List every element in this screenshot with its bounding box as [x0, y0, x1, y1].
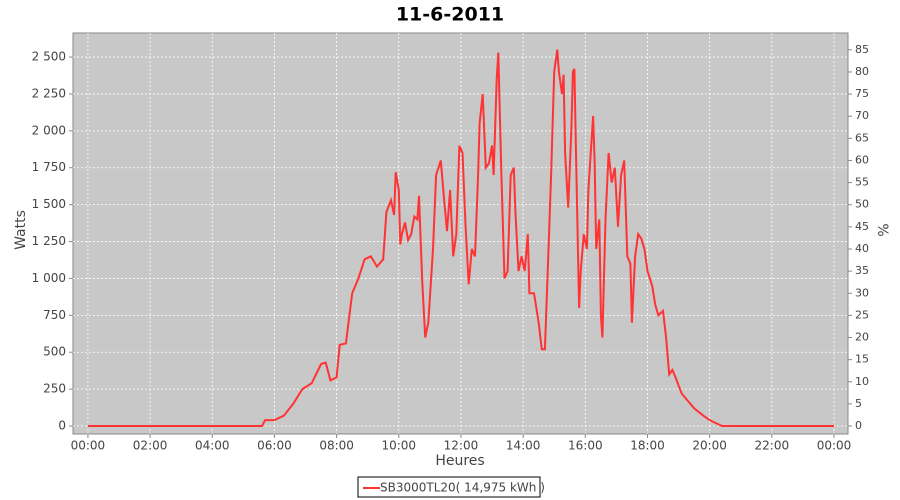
- legend: [357, 476, 541, 498]
- y2-tick-label: 60: [855, 153, 869, 166]
- x-tick-label: 08:00: [319, 439, 354, 453]
- y2-axis-label: %: [874, 223, 890, 236]
- y-axis-label: Watts: [13, 210, 29, 250]
- x-tick-label: 04:00: [195, 439, 230, 453]
- y2-tick-label: 30: [855, 286, 869, 299]
- y2-tick-label: 55: [855, 176, 869, 189]
- y2-tick-label: 5: [855, 397, 862, 410]
- y2-tick-label: 85: [855, 43, 869, 56]
- x-tick-label: 00:00: [817, 439, 852, 453]
- y-tick-label: 750: [43, 308, 66, 322]
- x-tick-label: 10:00: [381, 439, 416, 453]
- y2-tick-label: 45: [855, 220, 869, 233]
- x-tick-label: 14:00: [506, 439, 541, 453]
- y2-tick-label: 50: [855, 198, 869, 211]
- x-axis-label: Heures: [435, 453, 484, 469]
- line: [87, 49, 834, 427]
- y2-tick-label: 75: [855, 87, 869, 100]
- y2-tick-label: 70: [855, 109, 869, 122]
- x-tick-label: 00:00: [71, 439, 106, 453]
- y-tick-label: 1 250: [32, 234, 66, 248]
- y-tick-label: 2 000: [32, 123, 66, 137]
- y2-tick-label: 10: [855, 375, 869, 388]
- y-tick-label: 250: [43, 382, 66, 396]
- y-tick-label: 1 750: [32, 160, 66, 174]
- x-tick-label: 06:00: [257, 439, 292, 453]
- y-tick-label: 500: [43, 345, 66, 359]
- y-tick-label: 1 500: [32, 197, 66, 211]
- x-tick-label: 18:00: [630, 439, 665, 453]
- y-tick-label: 2 250: [32, 86, 66, 100]
- y2-tick-label: 0: [855, 419, 862, 432]
- y-tick-label: 2 500: [32, 50, 66, 64]
- y2-tick-label: 80: [855, 65, 869, 78]
- x-tick-label: 22:00: [755, 439, 790, 453]
- x-tick-label: 02:00: [133, 439, 168, 453]
- y2-tick-label: 40: [855, 242, 869, 255]
- plot-area: [72, 32, 849, 435]
- y2-tick-label: 35: [855, 264, 869, 277]
- x-tick-label: 20:00: [692, 439, 727, 453]
- y2-tick-label: 65: [855, 131, 869, 144]
- y2-tick-label: 25: [855, 308, 869, 321]
- x-tick-label: 12:00: [444, 439, 479, 453]
- y2-tick-label: 15: [855, 353, 869, 366]
- legend-label: SB3000TL20( 14,975 kWh ): [380, 481, 545, 495]
- y-tick-label: 0: [58, 419, 66, 433]
- x-tick-label: 16:00: [568, 439, 603, 453]
- chart-title: 11-6-2011: [396, 4, 504, 26]
- y2-tick-label: 20: [855, 331, 869, 344]
- y-tick-label: 1 000: [32, 271, 66, 285]
